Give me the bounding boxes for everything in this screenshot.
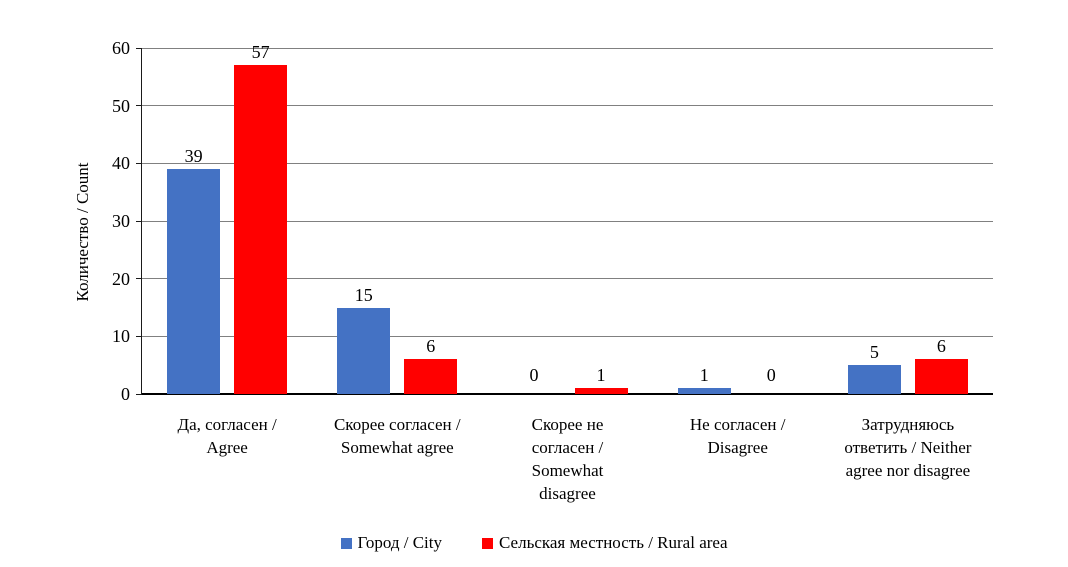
category-label: Да, согласен / Agree [139,413,315,459]
y-tick-label: 30 [112,211,130,231]
x-axis-line [142,393,993,395]
value-label: 0 [766,365,776,385]
category-label-line: Затрудняюсь [861,415,955,434]
bar-city [337,307,391,394]
y-axis-tick [136,105,142,107]
legend-item-city: Город / City [340,533,443,553]
gridline [142,335,993,337]
legend-label: Сельская местность / Rural area [499,533,728,552]
y-tick-label: 50 [112,95,130,116]
bar-rural [574,388,628,394]
category-label-line: disagree [539,484,596,503]
value-label: 6 [426,336,436,357]
category-label: Скорее согласен / Somewhat agree [309,413,485,459]
y-axis-tick [136,220,142,222]
category-label-line: Somewhat agree [340,438,454,457]
gridline [142,105,993,107]
bar-city [677,388,731,394]
value-label: 57 [251,42,270,63]
bar-rural [914,359,968,394]
legend-swatch-rural-icon [482,537,494,549]
value-label: 1 [699,365,709,385]
y-axis-tick [136,278,142,280]
bar-rural [404,359,458,394]
y-axis-line [141,48,142,394]
legend: Город / City Сельская местность / Rural a… [0,533,1068,553]
value-label: 15 [354,284,373,305]
gridline [142,220,993,222]
category-label-line: Не согласен / [689,415,786,434]
category-label-line: Скорее согласен / [333,415,461,434]
category-label-line: ответить / Neither [844,438,972,457]
bar-city [167,169,221,394]
legend-swatch-city-icon [340,537,352,549]
y-axis-tick [136,162,142,164]
value-label: 6 [936,336,946,357]
gridline [142,278,993,280]
bar-city [847,365,901,394]
category-label: Не согласен / Disagree [650,413,826,459]
value-label: 0 [529,365,539,385]
value-label: 39 [184,146,203,167]
y-tick-label: 60 [112,38,130,58]
value-label: 5 [869,342,879,363]
y-tick-label: 20 [112,268,130,289]
y-tick-label: 0 [121,384,130,404]
value-label: 1 [596,365,606,385]
y-axis-tick [136,393,142,395]
legend-item-rural: Сельская местность / Rural area [482,533,728,553]
y-tick-label: 10 [112,326,130,347]
category-label-line: согласен / [531,438,604,457]
category-label: Затрудняюсь ответить / Neither agree nor d… [820,413,996,482]
category-label-line: Disagree [707,438,768,457]
category-label-line: Скорее не [531,415,604,434]
y-axis-tick [136,335,142,337]
gridline [142,47,993,49]
category-label-line: Agree [206,438,248,457]
category-label-line: Да, согласен / [177,415,277,434]
bar-rural [234,65,288,394]
y-axis-tick [136,47,142,49]
category-label: Скорее не согласен / Somewhat disagree [480,413,656,505]
y-tick-label: 40 [112,153,130,174]
legend-label: Город / City [357,533,443,552]
category-label-line: agree nor disagree [845,461,971,480]
category-label-line: Somewhat [531,461,604,480]
gridline [142,162,993,164]
